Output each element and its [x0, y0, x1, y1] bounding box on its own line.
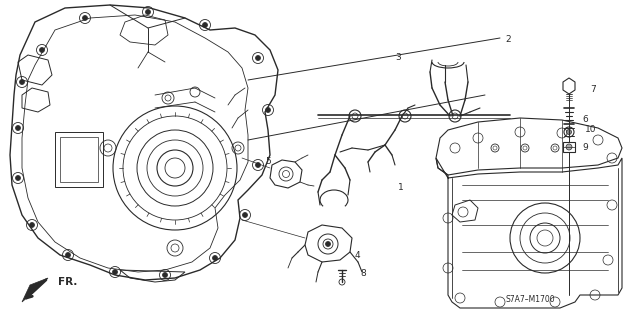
Circle shape: [15, 175, 20, 180]
Text: 1: 1: [398, 183, 404, 193]
Text: 5: 5: [265, 157, 271, 166]
Circle shape: [162, 273, 167, 277]
Circle shape: [15, 125, 20, 131]
Text: 10: 10: [585, 125, 597, 134]
Text: 8: 8: [360, 268, 366, 277]
Circle shape: [325, 242, 330, 246]
Polygon shape: [22, 278, 48, 302]
Text: 3: 3: [395, 53, 401, 62]
Circle shape: [145, 10, 150, 14]
Circle shape: [82, 15, 87, 20]
Circle shape: [202, 22, 207, 28]
Text: 2: 2: [505, 36, 510, 44]
Text: 7: 7: [590, 85, 596, 94]
Circle shape: [567, 130, 571, 134]
Circle shape: [256, 163, 261, 167]
Circle shape: [30, 222, 34, 228]
Circle shape: [566, 144, 572, 150]
Text: 9: 9: [582, 143, 588, 153]
Circle shape: [39, 47, 44, 52]
Circle shape: [65, 252, 70, 258]
Circle shape: [256, 55, 261, 60]
Text: FR.: FR.: [58, 277, 77, 287]
Circle shape: [112, 269, 117, 275]
Circle shape: [212, 255, 217, 260]
Text: 6: 6: [582, 116, 588, 124]
Circle shape: [266, 108, 271, 113]
Text: S7A7–M1700: S7A7–M1700: [505, 295, 555, 305]
Text: 4: 4: [355, 251, 361, 260]
Circle shape: [242, 212, 247, 218]
Circle shape: [20, 79, 25, 84]
